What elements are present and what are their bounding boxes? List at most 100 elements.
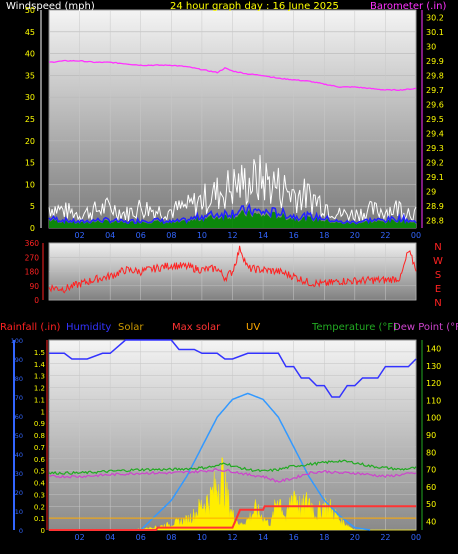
rainfall-tick-label: 0.9 bbox=[34, 420, 45, 428]
temperature-tick-label: 80 bbox=[426, 448, 436, 457]
rainfall-tick-label: 1.5 bbox=[34, 349, 45, 357]
compass-label: W bbox=[433, 256, 443, 267]
wind-direction-line bbox=[48, 245, 417, 294]
gust-line bbox=[48, 154, 417, 222]
chart-marks bbox=[48, 59, 417, 531]
rainfall-tick-label: 0.4 bbox=[34, 480, 46, 488]
barometer-tick-label: 29.8 bbox=[426, 71, 444, 80]
dew-point-line bbox=[48, 467, 417, 483]
time-tick-label: 22 bbox=[380, 231, 390, 240]
rainfall-tick-label: 1.1 bbox=[34, 396, 45, 404]
time-tick-label: 10 bbox=[197, 533, 207, 542]
temperature-line bbox=[48, 459, 417, 475]
rainfall-tick-label: 0.8 bbox=[34, 432, 45, 440]
windspeed-tick-label: 5 bbox=[30, 202, 35, 211]
temperature-tick-label: 70 bbox=[426, 466, 436, 475]
rainfall-tick-label: 0.1 bbox=[34, 515, 45, 523]
windspeed-tick-label: 0 bbox=[30, 224, 35, 233]
barometer-tick-label: 29.3 bbox=[426, 144, 444, 153]
windspeed-tick-label: 40 bbox=[25, 50, 35, 59]
time-tick-label: 04 bbox=[105, 231, 115, 240]
time-tick-label: 18 bbox=[319, 533, 329, 542]
humidity-tick-label: 30 bbox=[15, 470, 23, 478]
humidity-tick-label: 90 bbox=[15, 356, 23, 364]
temperature-tick-label: 100 bbox=[426, 414, 441, 423]
direction-tick-label: 0 bbox=[34, 296, 39, 305]
humidity-tick-label: 40 bbox=[15, 451, 23, 459]
time-tick-label: 00 bbox=[411, 231, 421, 240]
temperature-tick-label: 50 bbox=[426, 500, 436, 509]
compass-label: N bbox=[434, 242, 441, 253]
time-tick-label: 04 bbox=[105, 533, 115, 542]
barometer-tick-label: 30.1 bbox=[426, 28, 444, 37]
time-tick-label: 14 bbox=[258, 231, 268, 240]
rainfall-tick-label: 0 bbox=[41, 527, 45, 535]
time-tick-label: 20 bbox=[350, 533, 360, 542]
time-tick-label: 06 bbox=[136, 533, 146, 542]
humidity-tick-label: 20 bbox=[15, 489, 23, 497]
legend-dew-point: Dew Point (°F) bbox=[393, 322, 458, 333]
windspeed-tick-label: 30 bbox=[25, 93, 35, 102]
time-tick-label: 02 bbox=[74, 231, 84, 240]
barometer-tick-label: 29.4 bbox=[426, 130, 444, 139]
time-tick-label: 02 bbox=[74, 533, 84, 542]
temperature-tick-label: 130 bbox=[426, 362, 441, 371]
barometer-tick-label: 29.6 bbox=[426, 100, 444, 109]
humidity-tick-label: 70 bbox=[15, 394, 23, 402]
grid-lines bbox=[13, 9, 423, 531]
barometer-axis-label: Barometer (.in) bbox=[370, 1, 446, 12]
legend-max-solar: Max solar bbox=[172, 322, 221, 333]
temperature-tick-label: 90 bbox=[426, 431, 436, 440]
compass-label: E bbox=[435, 284, 441, 295]
humidity-tick-label: 80 bbox=[15, 375, 23, 383]
time-tick-label: 16 bbox=[289, 533, 299, 542]
temperature-tick-label: 110 bbox=[426, 396, 441, 405]
windspeed-area bbox=[49, 209, 416, 228]
humidity-tick-label: 10 bbox=[15, 508, 23, 516]
compass-label: N bbox=[434, 298, 441, 309]
legend-solar: Solar bbox=[118, 322, 144, 333]
temperature-tick-label: 140 bbox=[426, 345, 441, 354]
humidity-tick-label: 0 bbox=[19, 527, 23, 535]
direction-tick-label: 180 bbox=[25, 268, 40, 277]
legend-rainfall: Rainfall (.in) bbox=[0, 322, 61, 333]
barometer-tick-label: 30 bbox=[426, 42, 436, 51]
humidity-tick-label: 50 bbox=[15, 432, 23, 440]
temperature-tick-label: 40 bbox=[426, 517, 436, 526]
direction-tick-label: 360 bbox=[25, 239, 40, 248]
barometer-tick-label: 29.5 bbox=[426, 115, 444, 124]
axis-labels: 5045403530252015105030.230.13029.929.829… bbox=[11, 6, 444, 542]
max-solar-line bbox=[140, 392, 371, 531]
temperature-tick-label: 60 bbox=[426, 483, 436, 492]
time-tick-label: 16 bbox=[289, 231, 299, 240]
time-tick-label: 00 bbox=[411, 533, 421, 542]
windspeed-line bbox=[48, 203, 417, 225]
time-tick-label: 08 bbox=[166, 533, 176, 542]
chart-title: 24 hour graph day : 16 June 2025 bbox=[170, 1, 339, 12]
barometer-tick-label: 28.8 bbox=[426, 217, 444, 226]
humidity-tick-label: 100 bbox=[11, 337, 23, 345]
direction-tick-label: 90 bbox=[29, 282, 39, 291]
rainfall-tick-label: 0.5 bbox=[34, 468, 45, 476]
rainfall-tick-label: 1.2 bbox=[34, 385, 45, 393]
humidity-line bbox=[49, 339, 417, 398]
windspeed-tick-label: 20 bbox=[25, 137, 35, 146]
rainfall-tick-label: 0.6 bbox=[34, 456, 46, 464]
windspeed-tick-label: 25 bbox=[25, 115, 35, 124]
barometer-tick-label: 29.7 bbox=[426, 86, 444, 95]
time-tick-label: 12 bbox=[227, 231, 237, 240]
legend-uv: UV bbox=[246, 322, 260, 333]
barometer-tick-label: 29.9 bbox=[426, 57, 444, 66]
barometer-tick-label: 30.2 bbox=[426, 13, 444, 22]
humidity-tick-label: 60 bbox=[15, 413, 23, 421]
rainfall-tick-label: 0.3 bbox=[34, 491, 45, 499]
rainfall-line bbox=[49, 505, 416, 531]
windspeed-tick-label: 10 bbox=[25, 180, 35, 189]
time-tick-label: 18 bbox=[319, 231, 329, 240]
legend-humidity: Humidity bbox=[66, 322, 111, 333]
windspeed-tick-label: 50 bbox=[25, 6, 35, 15]
compass-label: S bbox=[435, 270, 441, 281]
time-tick-label: 22 bbox=[380, 533, 390, 542]
